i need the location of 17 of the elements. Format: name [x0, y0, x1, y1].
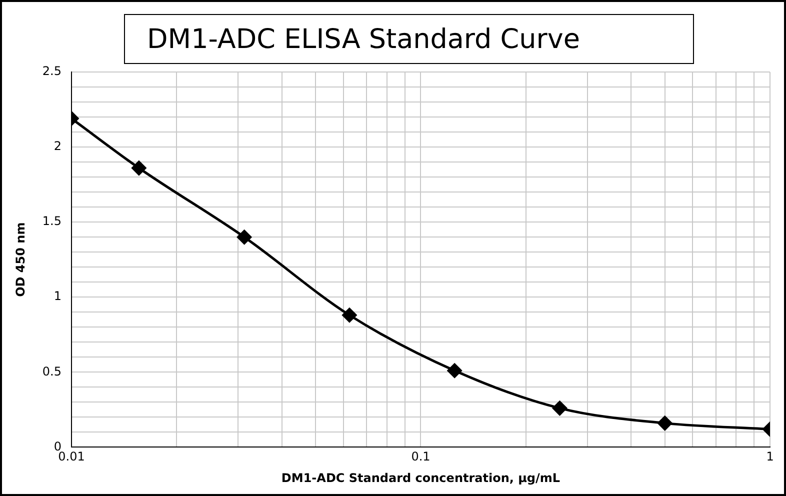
y-tick-label: 2 [54, 139, 62, 154]
y-axis-title: OD 450 nm [13, 222, 28, 297]
point [552, 400, 567, 416]
point [132, 160, 146, 176]
point [237, 230, 252, 244]
y-tick-label: 2.5 [42, 64, 62, 78]
point [658, 416, 672, 430]
x-axis-title: DM1-ADC Standard concentration, µg/mL [281, 470, 560, 485]
chart-title: DM1-ADC ELISA Standard Curve [124, 14, 694, 64]
y-tick-label: 1 [54, 289, 62, 304]
x-tick-label: 1 [766, 450, 774, 464]
y-tick-label: 1.5 [42, 214, 62, 228]
x-tick-label: 0.1 [411, 450, 430, 464]
x-tick-label: 0.01 [58, 450, 85, 464]
y-tick-label: 0.5 [42, 364, 62, 378]
point [342, 308, 357, 322]
point [447, 363, 462, 378]
